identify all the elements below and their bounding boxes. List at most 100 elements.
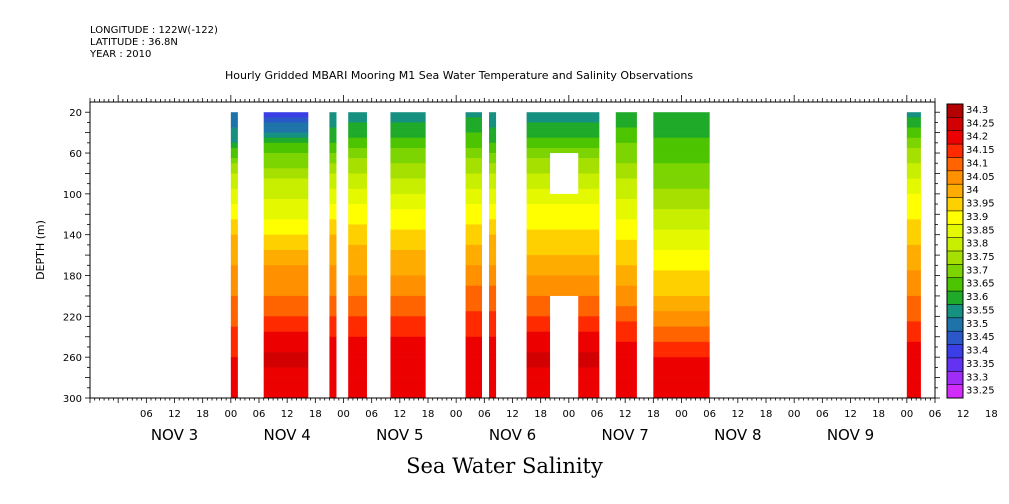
heat-cell xyxy=(935,133,940,138)
heat-cell xyxy=(465,377,482,383)
heat-cell xyxy=(465,224,482,230)
heat-cell xyxy=(465,204,482,210)
x-tick-label: 00 xyxy=(224,409,237,420)
heat-cell xyxy=(653,290,710,297)
x-tick-label: 06 xyxy=(253,409,266,420)
heat-cell xyxy=(489,260,497,266)
heat-cell xyxy=(348,372,367,378)
colorbar-swatch xyxy=(947,170,963,185)
heat-cell xyxy=(390,346,426,353)
y-axis-label: DEPTH (m) xyxy=(34,220,47,280)
heat-cell xyxy=(263,153,309,159)
heat-cell xyxy=(465,178,482,184)
heat-cell xyxy=(653,331,710,338)
heat-cell xyxy=(329,137,337,144)
colorbar: 34.3 34.25 34.2 34.15 34.1 34.05 34 33.95 33.9 33… xyxy=(946,103,995,399)
heat-cell xyxy=(935,230,940,235)
heat-cell xyxy=(615,306,637,312)
heat-cell xyxy=(348,306,367,312)
heat-cell xyxy=(935,128,940,133)
heat-cell xyxy=(263,372,309,378)
heat-cell xyxy=(906,285,921,292)
data-segment xyxy=(263,112,309,398)
heat-cell xyxy=(465,367,482,373)
heat-cell xyxy=(906,352,921,358)
heat-cell xyxy=(465,280,482,287)
heat-cell xyxy=(230,163,238,169)
heat-cell xyxy=(465,362,482,368)
heat-cell xyxy=(489,193,497,200)
heat-cell xyxy=(465,316,482,322)
heat-cell xyxy=(329,214,337,220)
heat-cell xyxy=(329,306,337,312)
heat-cell xyxy=(263,168,309,174)
heat-cell xyxy=(465,127,482,133)
heat-cell xyxy=(390,316,426,322)
heat-cell xyxy=(348,316,367,322)
heat-cell xyxy=(329,209,337,215)
heat-cell xyxy=(390,392,426,398)
heat-cell xyxy=(348,346,367,353)
heat-cell xyxy=(935,255,940,260)
heat-cell xyxy=(465,239,482,246)
colorbar-label: 33.8 xyxy=(966,239,988,250)
heat-cell xyxy=(489,336,497,343)
heat-cell xyxy=(263,265,309,271)
heat-cell xyxy=(906,382,921,389)
heat-cell xyxy=(526,250,600,256)
heat-cell xyxy=(906,336,921,343)
heat-cell xyxy=(465,260,482,266)
heat-cell xyxy=(465,341,482,348)
heat-cell xyxy=(263,341,309,348)
colorbar-label: 34.05 xyxy=(966,172,995,183)
heat-cell xyxy=(489,137,497,144)
heat-cell xyxy=(348,204,367,210)
heat-cell xyxy=(935,357,940,362)
heat-cell xyxy=(615,147,637,154)
heat-cell xyxy=(348,331,367,338)
heat-cell xyxy=(906,183,921,190)
heat-cell xyxy=(329,367,337,373)
colorbar-label: 33.65 xyxy=(966,279,995,290)
heat-cell xyxy=(390,214,426,220)
heat-cell xyxy=(526,255,600,261)
heat-cell xyxy=(489,372,497,378)
heat-cell xyxy=(348,275,367,281)
heat-cell xyxy=(263,163,309,169)
heat-cell xyxy=(615,295,637,302)
heat-cell xyxy=(348,142,367,149)
y-tick-label: 220 xyxy=(63,312,82,323)
colorbar-label: 34.3 xyxy=(966,105,988,116)
heat-cell xyxy=(263,112,309,118)
heat-cell xyxy=(906,301,921,307)
heat-cell xyxy=(526,209,600,215)
heat-cell xyxy=(230,147,238,154)
heat-cell xyxy=(230,214,238,220)
heat-cell xyxy=(390,280,426,287)
data-segment xyxy=(653,112,710,398)
heat-cell xyxy=(348,295,367,302)
heat-cell xyxy=(390,387,426,394)
heat-cell xyxy=(489,142,497,149)
heat-cell xyxy=(906,132,921,139)
heat-cell xyxy=(329,341,337,348)
heat-cell xyxy=(489,341,497,348)
x-tick-label: 06 xyxy=(816,409,829,420)
heat-cell xyxy=(935,388,940,393)
heat-cell xyxy=(653,260,710,266)
heat-cell xyxy=(465,372,482,378)
salinity-chart: 06 12 18 00 06 12 18 00 06 12 18 00 06 12 18 00 06 12 18 00… xyxy=(34,95,998,444)
heat-cell xyxy=(935,184,940,189)
heat-cell xyxy=(390,255,426,261)
heat-cell xyxy=(489,112,497,118)
heat-cell xyxy=(263,295,309,302)
heat-cell xyxy=(489,204,497,210)
heat-cell xyxy=(263,127,309,133)
heat-cell xyxy=(615,260,637,266)
heat-cell xyxy=(329,387,337,394)
colorbar-swatch xyxy=(947,237,963,252)
heat-cell xyxy=(465,163,482,169)
heat-cell xyxy=(390,326,426,332)
heat-cell xyxy=(390,234,426,241)
heat-cell xyxy=(653,326,710,332)
